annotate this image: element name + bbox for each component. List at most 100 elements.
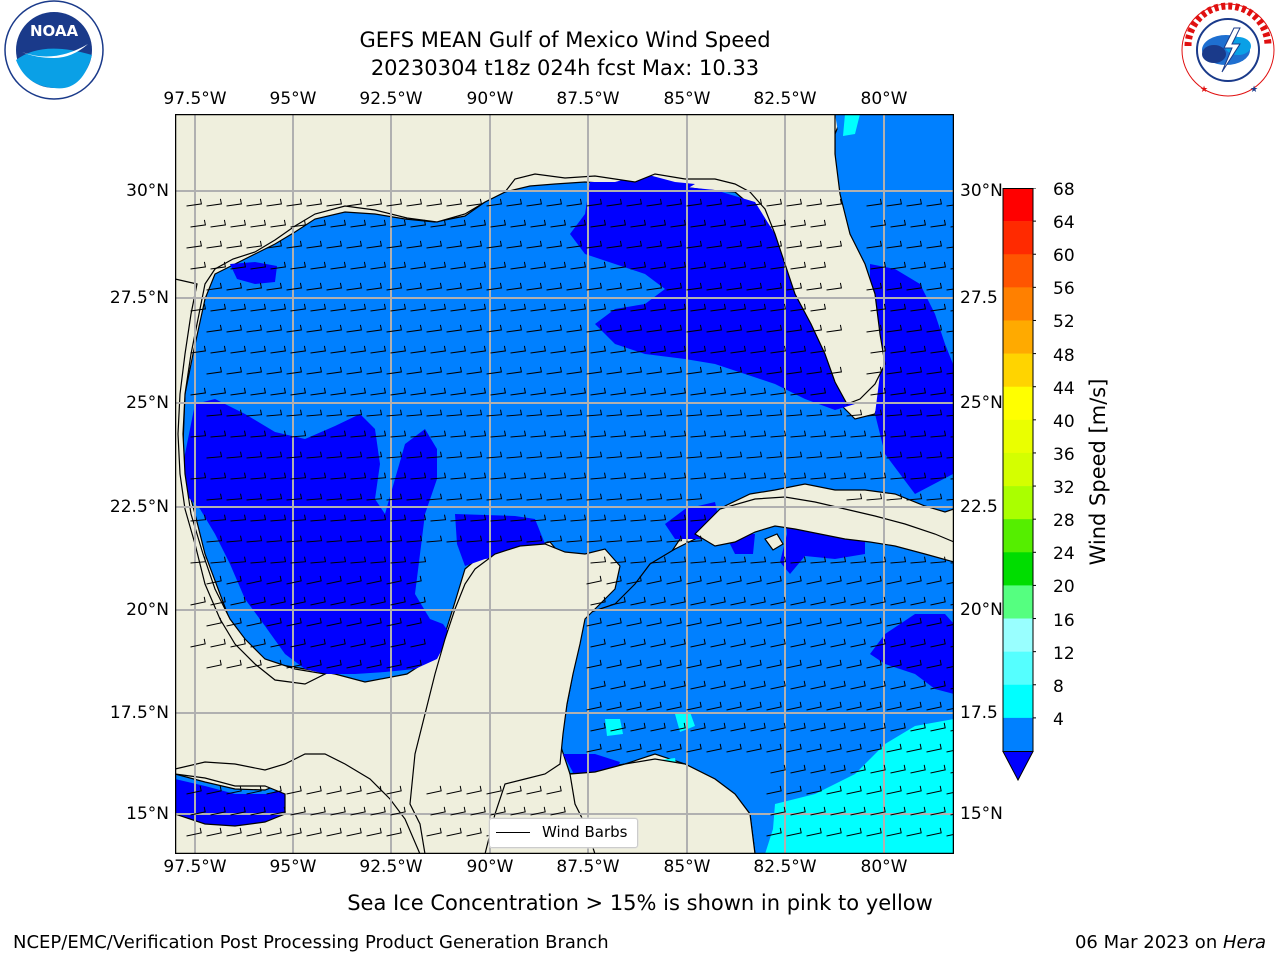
wind-barb bbox=[586, 451, 603, 459]
wind-barb bbox=[910, 680, 926, 690]
wind-barb bbox=[246, 366, 262, 375]
wind-barb bbox=[866, 827, 882, 837]
wind-barb bbox=[710, 556, 727, 564]
wind-barb bbox=[610, 345, 626, 354]
wind-barb bbox=[906, 324, 922, 333]
wind-barb bbox=[326, 366, 342, 375]
wind-barb bbox=[626, 240, 642, 249]
wind-barb bbox=[326, 617, 342, 627]
wind-barb bbox=[910, 638, 926, 648]
wind-barb bbox=[330, 430, 347, 438]
wind-barb bbox=[766, 743, 782, 753]
wind-barb bbox=[270, 472, 287, 480]
wind-barb bbox=[770, 430, 787, 438]
wind-barb bbox=[426, 451, 443, 459]
wind-barb bbox=[706, 701, 722, 711]
wind-barb bbox=[826, 659, 842, 669]
wind-barb bbox=[810, 556, 827, 564]
wind-barb bbox=[670, 596, 686, 606]
wind-barb bbox=[730, 638, 746, 648]
wind-barb bbox=[490, 430, 507, 438]
wind-barb bbox=[370, 387, 386, 396]
wind-barb bbox=[590, 638, 606, 648]
wind-barb bbox=[306, 535, 323, 543]
wind-barb bbox=[430, 806, 446, 816]
wind-barb bbox=[590, 472, 607, 480]
wind-barb bbox=[666, 575, 682, 585]
wind-barb bbox=[810, 680, 826, 690]
wind-barb bbox=[286, 409, 303, 417]
lon-tick-top: 92.5°W bbox=[359, 89, 423, 109]
wind-barb bbox=[730, 680, 746, 690]
wind-barb bbox=[770, 556, 787, 564]
wind-barb bbox=[510, 387, 526, 396]
wind-barb bbox=[430, 219, 446, 228]
wind-barb bbox=[850, 596, 866, 606]
wind-barb bbox=[506, 451, 523, 459]
wind-barb bbox=[646, 493, 663, 501]
wind-barb bbox=[830, 430, 847, 438]
wind-barb bbox=[210, 638, 226, 648]
grid-lines bbox=[175, 114, 954, 854]
wind-barb bbox=[786, 659, 802, 669]
wind-barb bbox=[726, 743, 742, 753]
wind-barb bbox=[790, 722, 806, 732]
wind-barb bbox=[466, 451, 483, 459]
wind-barb bbox=[926, 827, 942, 837]
wind-barb bbox=[870, 680, 886, 690]
wind-barb bbox=[810, 261, 826, 270]
wind-barb bbox=[386, 198, 402, 207]
wind-barb bbox=[786, 409, 803, 417]
wind-barb bbox=[790, 472, 807, 480]
florida-peninsula bbox=[175, 114, 886, 685]
colorbar-tick-label: 44 bbox=[1053, 378, 1075, 399]
wind-barb bbox=[790, 430, 807, 438]
wind-barb bbox=[610, 472, 627, 480]
wind-barb bbox=[326, 493, 343, 501]
wind-barb bbox=[746, 240, 762, 249]
wind-barb bbox=[490, 345, 506, 354]
wind-barb bbox=[926, 743, 942, 753]
wind-barb bbox=[766, 282, 782, 291]
wind-barb bbox=[530, 303, 546, 312]
wind-barb bbox=[466, 535, 483, 543]
wind-barb bbox=[666, 701, 682, 711]
wind-barb bbox=[406, 493, 423, 501]
wind-barb bbox=[946, 749, 954, 753]
wind-barb bbox=[470, 387, 486, 396]
wind-barb bbox=[546, 409, 563, 417]
wind-barb bbox=[306, 324, 322, 333]
wind-barb bbox=[506, 409, 523, 417]
wind-barb bbox=[866, 785, 882, 795]
wind-barb bbox=[790, 596, 806, 606]
wind-barb bbox=[606, 701, 622, 711]
wind-barb bbox=[306, 240, 322, 249]
wind-barb bbox=[690, 472, 707, 480]
wind-barb bbox=[690, 514, 707, 522]
wind-barb bbox=[266, 451, 283, 459]
wind-barb bbox=[550, 219, 566, 228]
wind-barb bbox=[890, 764, 906, 774]
wind-barb bbox=[246, 659, 262, 669]
wind-barb bbox=[326, 827, 342, 837]
wind-barb bbox=[306, 575, 322, 585]
wind-barb bbox=[486, 535, 503, 543]
lon-tick-bottom: 82.5°W bbox=[753, 857, 817, 877]
wind-barb bbox=[726, 451, 743, 459]
wind-barb bbox=[410, 596, 426, 606]
wind-barb bbox=[246, 535, 263, 543]
lat-tick-left: 20°N bbox=[126, 600, 169, 620]
wind-barb bbox=[646, 451, 663, 459]
wind-barb bbox=[270, 430, 287, 438]
wind-barb bbox=[926, 409, 943, 417]
wind-barb bbox=[750, 638, 766, 648]
wind-barb bbox=[570, 303, 586, 312]
wind-barb bbox=[430, 303, 446, 312]
wind-barb bbox=[810, 638, 826, 648]
wind-barb bbox=[446, 324, 462, 333]
wind-barb bbox=[890, 722, 906, 732]
lat-tick-right: 25°N bbox=[960, 393, 1003, 413]
wind-barb bbox=[306, 282, 322, 291]
wind-barb bbox=[306, 366, 322, 375]
wind-barb bbox=[710, 472, 727, 480]
